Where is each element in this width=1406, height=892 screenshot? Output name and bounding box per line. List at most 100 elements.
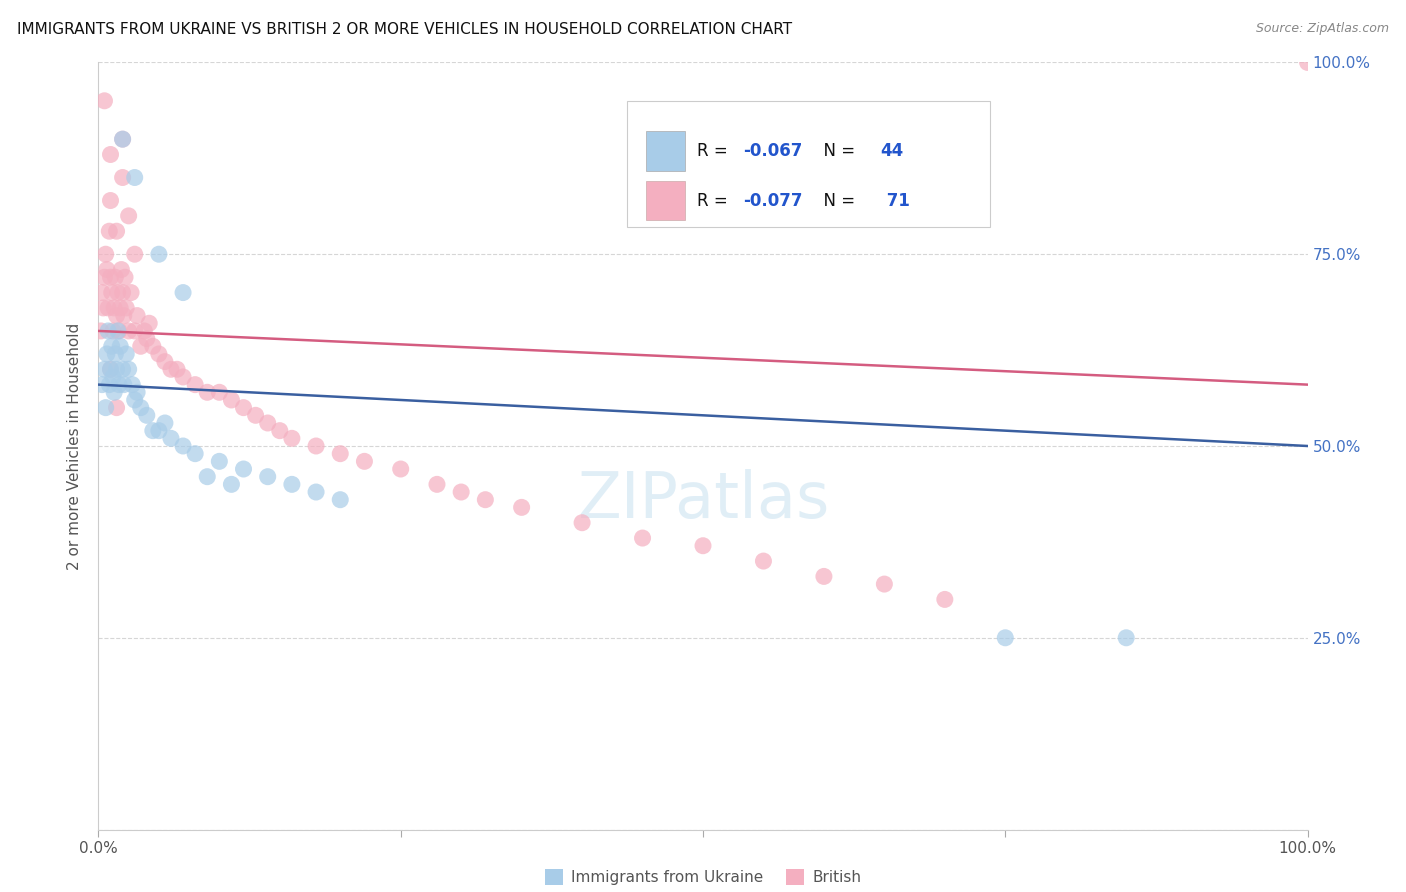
Point xyxy=(111,132,134,146)
Point xyxy=(90,324,112,338)
Point xyxy=(329,492,352,507)
Point xyxy=(172,439,194,453)
Point xyxy=(510,500,533,515)
Point xyxy=(115,347,138,361)
Point xyxy=(160,431,183,445)
Point xyxy=(142,339,165,353)
Point xyxy=(100,194,122,208)
Point xyxy=(100,339,122,353)
Point xyxy=(91,301,114,315)
Point xyxy=(111,285,134,300)
Point xyxy=(124,392,146,407)
Text: -0.067: -0.067 xyxy=(742,142,803,160)
Point xyxy=(135,332,157,346)
Text: R =: R = xyxy=(697,142,733,160)
Point xyxy=(104,270,127,285)
Point xyxy=(166,362,188,376)
Point xyxy=(1115,631,1137,645)
Point xyxy=(121,377,143,392)
Point xyxy=(172,285,194,300)
Point xyxy=(118,362,141,376)
Point xyxy=(127,309,149,323)
Point xyxy=(135,409,157,423)
Point xyxy=(100,285,122,300)
Point xyxy=(281,477,304,491)
Point xyxy=(148,347,170,361)
Point xyxy=(153,416,176,430)
Point xyxy=(112,309,135,323)
Point xyxy=(108,377,131,392)
Point xyxy=(208,454,231,468)
Point xyxy=(245,409,267,423)
Point xyxy=(389,462,412,476)
Point xyxy=(256,469,278,483)
Point xyxy=(184,447,207,461)
Point xyxy=(153,354,176,368)
Point xyxy=(111,170,134,185)
Point xyxy=(208,385,231,400)
Point xyxy=(93,94,115,108)
Point xyxy=(631,531,654,545)
Point xyxy=(269,424,291,438)
Y-axis label: 2 or more Vehicles in Household: 2 or more Vehicles in Household xyxy=(67,322,83,570)
Point xyxy=(112,377,135,392)
Point xyxy=(98,377,121,392)
Point xyxy=(813,569,835,583)
Point xyxy=(221,477,243,491)
Point xyxy=(97,301,120,315)
Point xyxy=(353,454,375,468)
Text: Source: ZipAtlas.com: Source: ZipAtlas.com xyxy=(1256,22,1389,36)
Point xyxy=(104,347,127,361)
Point xyxy=(101,370,124,384)
Point xyxy=(111,132,134,146)
Text: R =: R = xyxy=(697,192,733,210)
Point xyxy=(873,577,896,591)
Point xyxy=(91,377,114,392)
Legend: Immigrants from Ukraine, British: Immigrants from Ukraine, British xyxy=(538,863,868,891)
Point xyxy=(115,301,138,315)
Text: 71: 71 xyxy=(880,192,910,210)
Point xyxy=(129,339,152,353)
Point xyxy=(195,385,218,400)
Point xyxy=(232,401,254,415)
Point xyxy=(100,147,122,161)
Point xyxy=(184,377,207,392)
Text: IMMIGRANTS FROM UKRAINE VS BRITISH 2 OR MORE VEHICLES IN HOUSEHOLD CORRELATION C: IMMIGRANTS FROM UKRAINE VS BRITISH 2 OR … xyxy=(17,22,792,37)
Point xyxy=(120,285,142,300)
Point xyxy=(426,477,449,491)
Point xyxy=(118,324,141,338)
Point xyxy=(108,301,131,315)
Point xyxy=(108,324,131,338)
Point xyxy=(105,224,128,238)
Point xyxy=(124,170,146,185)
Point xyxy=(111,362,134,376)
Point xyxy=(100,270,122,285)
Point xyxy=(105,401,128,415)
Point xyxy=(96,262,118,277)
Point xyxy=(107,324,129,338)
Point xyxy=(221,392,243,407)
Point xyxy=(571,516,593,530)
Text: N =: N = xyxy=(813,192,860,210)
Point xyxy=(195,469,218,483)
FancyBboxPatch shape xyxy=(647,180,685,220)
Point xyxy=(692,539,714,553)
Point xyxy=(129,401,152,415)
Point xyxy=(160,362,183,376)
Point xyxy=(103,301,125,315)
Point xyxy=(142,424,165,438)
Point xyxy=(110,262,132,277)
Text: ZIPatlas: ZIPatlas xyxy=(576,468,830,531)
Point xyxy=(934,592,956,607)
Point xyxy=(101,324,124,338)
Point xyxy=(107,285,129,300)
Point xyxy=(127,385,149,400)
Point xyxy=(108,339,131,353)
Point xyxy=(256,416,278,430)
FancyBboxPatch shape xyxy=(627,101,990,227)
Point xyxy=(148,424,170,438)
Point xyxy=(114,270,136,285)
Point xyxy=(97,324,120,338)
Point xyxy=(93,362,115,376)
Point xyxy=(329,447,352,461)
